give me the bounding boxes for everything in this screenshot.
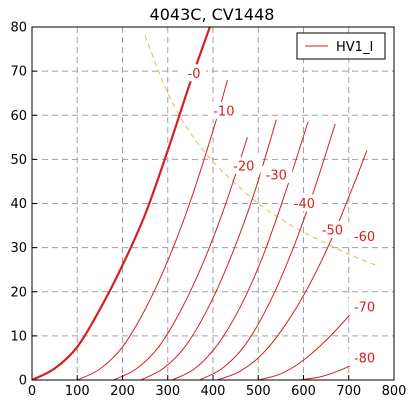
y-tick-label-30: 30 [10, 241, 27, 256]
curve-grid-20 [113, 137, 248, 380]
curve-label-3: -30 [266, 168, 287, 183]
load-line [144, 35, 377, 266]
curve-label-bg-3 [260, 165, 293, 183]
y-tick-label-50: 50 [10, 153, 27, 168]
y-tick-label-60: 60 [10, 109, 27, 124]
curve-label-bg-1 [207, 101, 240, 119]
y-tick-label-10: 10 [10, 329, 27, 344]
curve-label-bg-5 [316, 220, 349, 238]
y-tick-label-40: 40 [10, 197, 27, 212]
legend: HV1_I [296, 32, 386, 60]
curve-grid-30 [140, 119, 277, 380]
curve-label-bg-7 [348, 298, 381, 316]
curve-label-bg-2 [227, 156, 260, 174]
plot-area [32, 27, 377, 380]
curve-grid-10 [77, 79, 228, 380]
x-tick-label-400: 400 [201, 384, 226, 399]
curve-label-2: -20 [233, 159, 254, 174]
chart-title: 4043C, CV1448 [150, 5, 275, 24]
y-tick-label-70: 70 [10, 65, 27, 80]
x-tick-label-200: 200 [110, 384, 135, 399]
curve-label-1: -10 [213, 104, 234, 119]
y-tick-label-0: 0 [19, 374, 27, 389]
curve-label-0: -0 [188, 67, 201, 82]
curve-grid-0 [32, 27, 211, 380]
curve-label-bg-4 [288, 194, 321, 212]
curve-label-5: -50 [322, 223, 343, 238]
curve-label-bg-6 [348, 227, 381, 245]
curves-group [32, 27, 368, 380]
curve-label-4: -40 [294, 197, 315, 212]
legend-label: HV1_I [336, 40, 373, 55]
curve-label-bg-8 [348, 348, 381, 366]
x-tick-label-700: 700 [336, 384, 361, 399]
x-tick-label-600: 600 [291, 384, 316, 399]
load-line-group [144, 35, 377, 266]
curve-label-7: -70 [354, 301, 375, 316]
curve-label-6: -60 [354, 230, 375, 245]
x-tick-label-500: 500 [246, 384, 271, 399]
grid-lines [32, 27, 394, 380]
curve-grid-40 [172, 121, 309, 380]
y-tick-label-80: 80 [10, 21, 27, 36]
x-tick-label-100: 100 [65, 384, 90, 399]
curve-grid-60 [217, 150, 368, 380]
y-tick-label-20: 20 [10, 285, 27, 300]
x-tick-label-800: 800 [382, 384, 407, 399]
curve-label-bg-0 [181, 64, 206, 82]
curve-label-8: -80 [354, 351, 375, 366]
axis-ticks: 0 100 200 300 400 500 600 700 800 0 10 20 30 40 50 60 70… [10, 21, 406, 400]
x-tick-label-0: 0 [28, 384, 36, 399]
x-tick-label-300: 300 [155, 384, 180, 399]
curve-labels-group: -0 -10 -20 -30 -40 -50 -60 -70 -80 [181, 64, 381, 366]
